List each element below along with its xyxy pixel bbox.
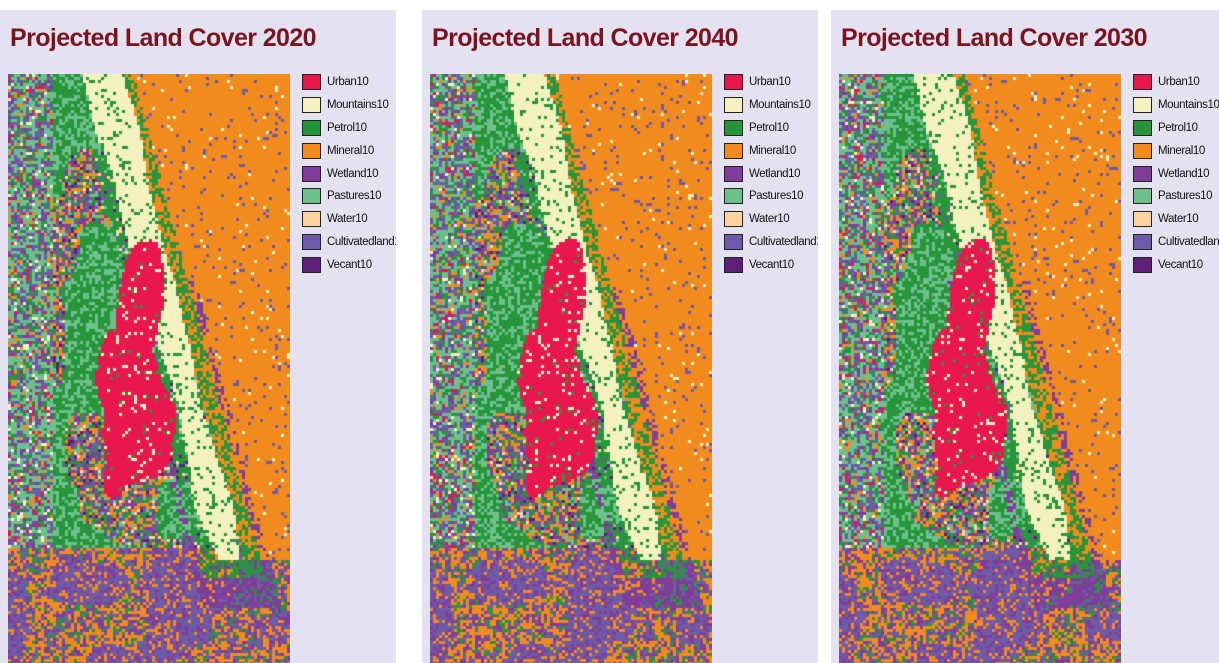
legend-label: Water10 — [327, 213, 368, 226]
map-panel-3: Projected Land Cover 2030 Urban10 Mountai… — [831, 10, 1219, 663]
legend-swatch — [302, 119, 321, 136]
legend-label: Wetland10 — [749, 167, 801, 180]
legend-swatch — [724, 211, 743, 228]
legend-item: Petrol10 — [724, 117, 818, 140]
legend-swatch — [724, 165, 743, 182]
legend-swatch — [1133, 211, 1152, 228]
legend-swatch — [1133, 256, 1152, 273]
legend-label: Mountains10 — [749, 99, 811, 112]
legend-swatch — [724, 97, 743, 114]
legend-label: Urban10 — [327, 76, 369, 89]
land-cover-map — [839, 74, 1121, 663]
legend-item: Urban10 — [302, 71, 396, 94]
legend: Urban10 Mountains10 Petrol10 Mineral10 Wetla… — [724, 71, 818, 276]
legend-label: Urban10 — [749, 76, 791, 89]
legend-item: Wetland10 — [302, 162, 396, 185]
legend-swatch — [302, 188, 321, 205]
legend-swatch — [1133, 142, 1152, 159]
legend-label: Mineral10 — [749, 144, 796, 157]
legend-swatch — [1133, 188, 1152, 205]
legend-item: Wetland10 — [1133, 162, 1219, 185]
legend-label: Pastures10 — [749, 190, 804, 203]
legend-item: Urban10 — [724, 71, 818, 94]
legend-swatch — [724, 256, 743, 273]
legend-item: Water10 — [724, 208, 818, 231]
map-panel-1: Projected Land Cover 2020 Urban10 Mountai… — [0, 10, 396, 663]
legend-item: Urban10 — [1133, 71, 1219, 94]
legend-swatch — [724, 233, 743, 250]
legend-label: Pastures10 — [327, 190, 382, 203]
legend-label: Vecant10 — [327, 258, 372, 271]
legend-item: Cultivatedland10 — [1133, 231, 1219, 254]
legend-swatch — [1133, 97, 1152, 114]
legend-swatch — [1133, 165, 1152, 182]
legend-swatch — [1133, 233, 1152, 250]
legend-item: Mineral10 — [302, 139, 396, 162]
legend-item: Cultivatedland10 — [302, 231, 396, 254]
legend-item: Pastures10 — [724, 185, 818, 208]
map-title: Projected Land Cover 2030 — [841, 24, 1148, 52]
legend-item: Pastures10 — [302, 185, 396, 208]
legend-label: Water10 — [1158, 213, 1199, 226]
legend-label: Water10 — [749, 213, 790, 226]
legend-label: Wetland10 — [327, 167, 379, 180]
legend-label: Cultivatedland10 — [1158, 235, 1219, 248]
map-title: Projected Land Cover 2020 — [10, 24, 317, 52]
legend-item: Mineral10 — [1133, 139, 1219, 162]
map-panel-2: Projected Land Cover 2040 Urban10 Mountai… — [422, 10, 818, 663]
legend-label: Petrol10 — [1158, 121, 1198, 134]
legend-swatch — [724, 142, 743, 159]
legend-swatch — [302, 233, 321, 250]
legend-item: Vecant10 — [302, 253, 396, 276]
legend-label: Mineral10 — [327, 144, 374, 157]
legend-label: Vecant10 — [749, 258, 794, 271]
legend-swatch — [302, 211, 321, 228]
legend-label: Wetland10 — [1158, 167, 1210, 180]
legend-label: Cultivatedland10 — [749, 235, 818, 248]
legend-item: Petrol10 — [1133, 117, 1219, 140]
legend-swatch — [302, 74, 321, 91]
legend-swatch — [302, 142, 321, 159]
legend-item: Vecant10 — [724, 253, 818, 276]
legend: Urban10 Mountains10 Petrol10 Mineral10 Wetla… — [1133, 71, 1219, 276]
legend-label: Pastures10 — [1158, 190, 1213, 203]
legend-item: Water10 — [302, 208, 396, 231]
legend-swatch — [724, 188, 743, 205]
legend-swatch — [1133, 119, 1152, 136]
legend-swatch — [302, 97, 321, 114]
legend-item: Mineral10 — [724, 139, 818, 162]
legend-item: Mountains10 — [302, 94, 396, 117]
legend-swatch — [1133, 74, 1152, 91]
legend-label: Urban10 — [1158, 76, 1200, 89]
legend-item: Wetland10 — [724, 162, 818, 185]
legend-label: Mountains10 — [1158, 99, 1219, 112]
map-title: Projected Land Cover 2040 — [432, 24, 739, 52]
land-cover-map — [8, 74, 290, 663]
legend-item: Mountains10 — [1133, 94, 1219, 117]
legend-item: Petrol10 — [302, 117, 396, 140]
legend-label: Petrol10 — [327, 121, 367, 134]
legend-label: Mineral10 — [1158, 144, 1205, 157]
legend-swatch — [302, 165, 321, 182]
legend: Urban10 Mountains10 Petrol10 Mineral10 Wetla… — [302, 71, 396, 276]
legend-label: Cultivatedland10 — [327, 235, 396, 248]
legend-item: Mountains10 — [724, 94, 818, 117]
land-cover-map — [430, 74, 712, 663]
legend-item: Pastures10 — [1133, 185, 1219, 208]
legend-item: Cultivatedland10 — [724, 231, 818, 254]
legend-item: Water10 — [1133, 208, 1219, 231]
legend-item: Vecant10 — [1133, 253, 1219, 276]
legend-swatch — [302, 256, 321, 273]
legend-label: Vecant10 — [1158, 258, 1203, 271]
legend-label: Mountains10 — [327, 99, 389, 112]
legend-label: Petrol10 — [749, 121, 789, 134]
legend-swatch — [724, 119, 743, 136]
legend-swatch — [724, 74, 743, 91]
